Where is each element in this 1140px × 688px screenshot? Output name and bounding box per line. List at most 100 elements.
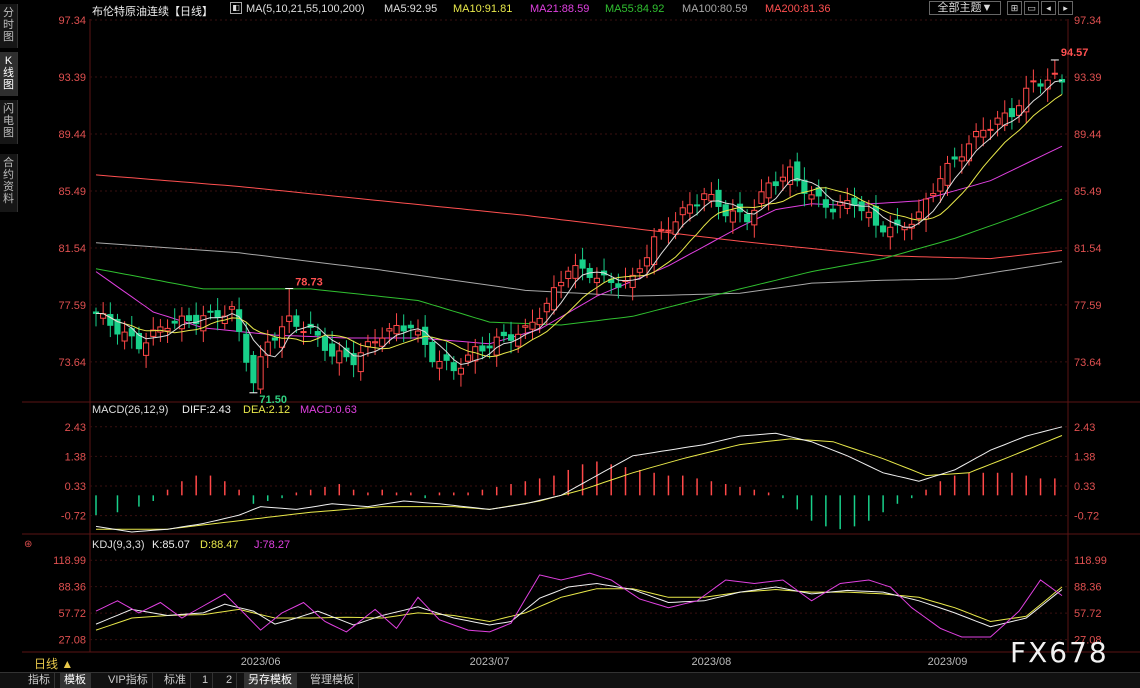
candle-body — [243, 333, 250, 363]
candle-body — [500, 331, 507, 337]
manage-templates-button[interactable]: 管理模板 — [306, 673, 359, 688]
sidebar-tab-timeshare[interactable]: 分时图 — [0, 4, 18, 48]
y-tick-label-right: 97.34 — [1074, 15, 1102, 27]
candle-body — [772, 181, 779, 187]
candle-body — [930, 193, 937, 197]
ma21-line — [95, 145, 1063, 345]
candle-body — [257, 356, 264, 390]
tab-templates[interactable]: 模板 — [60, 673, 91, 688]
ma100-line — [95, 242, 1063, 297]
candle-body — [1044, 79, 1051, 90]
sidebar-tab-flash[interactable]: 闪电图 — [0, 100, 18, 144]
candle-body — [951, 156, 958, 160]
candle-body — [829, 208, 837, 213]
candle-body — [529, 321, 536, 330]
candle-body — [429, 341, 436, 363]
y-tick-label-right: 1.38 — [1074, 451, 1095, 463]
candle-body — [636, 268, 643, 273]
y-tick-label-left: 73.64 — [58, 357, 86, 369]
y-tick-label-left: 118.99 — [53, 555, 86, 567]
candle-body — [479, 345, 486, 352]
y-tick-label-right: 85.49 — [1074, 186, 1102, 198]
axis-layer: 97.34 97.34 93.39 93.39 89.44 89.44 85.49 85.49… — [53, 15, 1107, 668]
candle-body — [193, 314, 200, 325]
candle-body — [486, 345, 493, 349]
candle-body — [379, 337, 386, 347]
candle-body — [185, 315, 193, 321]
tab-indicators[interactable]: 指标 — [24, 673, 55, 688]
y-tick-label-right: 81.54 — [1074, 243, 1102, 255]
candle-body — [994, 117, 1001, 125]
candle-body — [228, 306, 236, 310]
candle-body — [1030, 80, 1037, 83]
candle-body — [550, 287, 558, 311]
candle-body — [443, 354, 450, 361]
y-tick-label-right: 0.33 — [1074, 481, 1095, 493]
extreme-label: 94.57 — [1061, 47, 1089, 59]
save-template-button[interactable]: 另存模板 — [244, 673, 297, 688]
candle-body — [787, 166, 794, 185]
chart-settings-icon[interactable]: ◧ — [230, 2, 242, 14]
candle-body — [171, 320, 178, 324]
sidebar-tab-contract-info[interactable]: 合约资料 — [0, 154, 18, 212]
tab-template-2[interactable]: 2 — [222, 673, 238, 688]
tab-vip-indicators[interactable]: VIP指标 — [104, 673, 153, 688]
candle-body — [629, 274, 636, 288]
macd-panel — [95, 426, 1063, 533]
candle-body — [944, 162, 951, 186]
indicator-close-icon[interactable]: ⊛ — [24, 539, 33, 550]
candle-body — [121, 331, 128, 342]
candle-body — [658, 228, 665, 232]
candle-body — [565, 270, 572, 280]
zoom-icon[interactable]: ⊞ — [1007, 1, 1022, 15]
ma10-value: MA10:91.81 — [453, 3, 513, 15]
x-date-label: 2023/09 — [928, 656, 968, 668]
candle-body — [114, 318, 121, 335]
candle-body — [844, 200, 851, 209]
candle-body — [271, 337, 278, 341]
grid-layer — [22, 19, 1140, 653]
candle-body — [1015, 105, 1023, 116]
candle-body — [157, 326, 164, 333]
dea-line — [96, 435, 1063, 530]
candle-body — [507, 334, 515, 341]
ma-params-label: MA(5,10,21,55,100,200) — [246, 3, 365, 15]
period-selector[interactable]: 日线 ▲ — [34, 657, 74, 671]
sidebar-tab-kline[interactable]: K线图 — [0, 52, 18, 96]
candle-body — [915, 211, 922, 219]
candle-body — [980, 129, 987, 138]
candle-body — [371, 341, 379, 344]
watermark-logo: FX678 — [1010, 636, 1109, 669]
candle-body — [314, 331, 321, 336]
candle-body — [693, 204, 701, 207]
ma200-value: MA200:81.36 — [765, 3, 831, 15]
candle-body — [286, 315, 293, 322]
candle-body — [329, 343, 336, 357]
y-tick-label-left: 93.39 — [58, 72, 86, 84]
tab-template-1[interactable]: 1 — [198, 673, 214, 688]
macd-diff-value: DIFF:2.43 — [182, 404, 231, 416]
candle-body — [751, 209, 758, 226]
candle-body — [436, 360, 443, 369]
restore-icon[interactable]: ▭ — [1024, 1, 1039, 15]
next-icon[interactable]: ▸ — [1058, 1, 1073, 15]
y-tick-label-left: 0.33 — [65, 481, 86, 493]
y-tick-label-left: 2.43 — [65, 422, 86, 434]
prev-icon[interactable]: ◂ — [1041, 1, 1056, 15]
candle-body — [236, 309, 243, 332]
candle-body — [808, 194, 815, 200]
y-tick-label-left: 85.49 — [58, 186, 86, 198]
ma10-line — [95, 93, 1063, 358]
candle-body — [558, 281, 565, 287]
candle-body — [758, 191, 765, 204]
tab-standard[interactable]: 标准 — [160, 673, 191, 688]
candle-body — [744, 213, 751, 223]
y-tick-label-left: 97.34 — [58, 15, 86, 27]
ma200-line — [95, 174, 1063, 260]
candle-body — [1037, 83, 1044, 87]
y-tick-label-right: 2.43 — [1074, 422, 1095, 434]
ma5-line — [95, 80, 1063, 366]
kdj-j-value: J:78.27 — [254, 539, 291, 551]
theme-select[interactable]: 全部主题▼ — [929, 1, 1001, 15]
